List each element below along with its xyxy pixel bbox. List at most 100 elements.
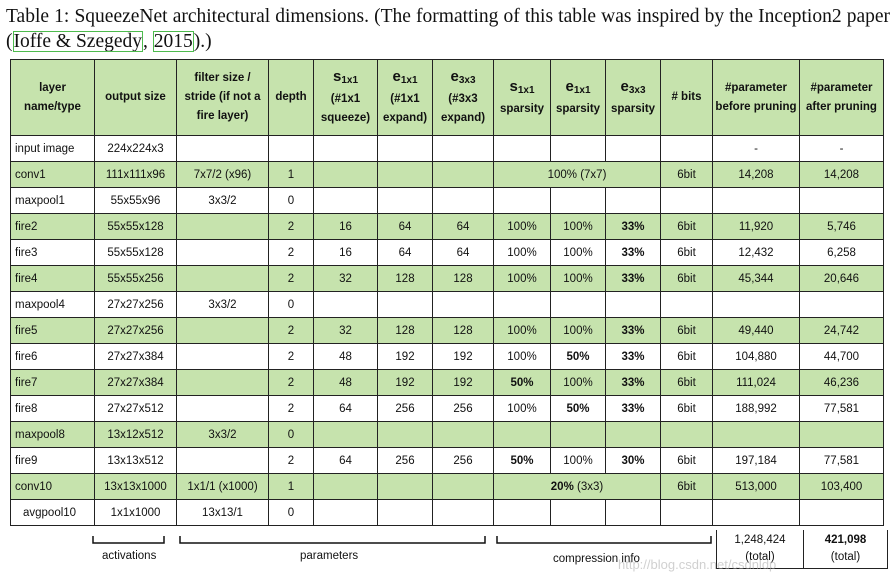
- cell-s1x1: [313, 187, 378, 214]
- table-row: input image 224x224x3 - -: [10, 135, 884, 162]
- activations-bracket: [92, 536, 165, 544]
- cell-output: 27x27x256: [94, 317, 177, 344]
- s1x1-sp-note: sparsity: [499, 102, 545, 115]
- cell-s1x1: 48: [313, 343, 378, 370]
- cell-depth: 2: [268, 369, 314, 396]
- cell-output: 55x55x96: [94, 187, 177, 214]
- cell-e1x1: 256: [377, 395, 433, 422]
- cell-s-sparsity: [493, 421, 551, 448]
- cell-bits: 6bit: [660, 447, 713, 474]
- totals-row: 1,248,424 (total) 421,098 (total): [716, 530, 888, 569]
- cell-param-before: 197,184: [712, 447, 800, 474]
- caption-text: Table 1: SqueezeNet architectural dimens…: [6, 6, 890, 52]
- cell-e3x3: [432, 421, 494, 448]
- e3x3-sp-symbol: e: [620, 77, 629, 95]
- cell-e1x1: 192: [377, 343, 433, 370]
- cell-s1x1: 32: [313, 265, 378, 292]
- cell-filter: [176, 135, 269, 162]
- cell-layer: conv10: [10, 473, 95, 500]
- cell-s1x1: [313, 291, 378, 318]
- cell-s-sparsity: 100%: [493, 343, 551, 370]
- header-param-after: #parameter after pruning: [799, 59, 884, 136]
- cell-e3x3: [432, 473, 494, 500]
- e3x3-subscript: 3x3: [458, 75, 476, 86]
- table-row: fire2 55x55x128 2 16 64 64 100% 100% 33%…: [10, 213, 884, 240]
- cell-layer: maxpool8: [10, 421, 95, 448]
- cell-param-before: [712, 187, 800, 214]
- cell-depth: 0: [268, 291, 314, 318]
- cell-e3x3: [432, 291, 494, 318]
- cell-e3-sparsity: 30%: [605, 447, 661, 474]
- cell-e1x1: [377, 473, 433, 500]
- cell-layer: fire7: [10, 369, 95, 396]
- cell-e1x1: [377, 161, 433, 188]
- cell-e3x3: [432, 135, 494, 162]
- cell-filter: [176, 265, 269, 292]
- cell-param-before: 513,000: [712, 473, 800, 500]
- cell-layer: maxpool4: [10, 291, 95, 318]
- cell-sparsity-span: 20% (3x3): [493, 473, 661, 500]
- cell-s-sparsity: [493, 187, 551, 214]
- citation-year-link[interactable]: 2015: [152, 31, 194, 52]
- cell-e1x1: [377, 291, 433, 318]
- s1x1-note: (#1x1 squeeze): [320, 93, 371, 124]
- s1x1-sp-symbol: s: [509, 77, 518, 95]
- cell-e3-sparsity: [605, 291, 661, 318]
- header-e3x3-sparsity: e3x3 sparsity: [605, 59, 661, 136]
- cell-filter: 3x3/2: [176, 187, 269, 214]
- cell-depth: 2: [268, 213, 314, 240]
- cell-e3x3: 64: [432, 213, 494, 240]
- cell-e1-sparsity: 100%: [550, 317, 606, 344]
- cell-bits: [660, 499, 713, 526]
- cell-output: 27x27x512: [94, 395, 177, 422]
- cell-e1x1: 128: [377, 317, 433, 344]
- header-bits: # bits: [660, 59, 713, 136]
- cell-output: 27x27x384: [94, 343, 177, 370]
- cell-e3x3: 256: [432, 395, 494, 422]
- cell-layer: fire5: [10, 317, 95, 344]
- e1x1-sp-subscript: 1x1: [573, 84, 591, 96]
- table-row: fire5 27x27x256 2 32 128 128 100% 100% 3…: [10, 317, 884, 344]
- cell-s1x1: 16: [313, 213, 378, 240]
- cell-layer: fire4: [10, 265, 95, 292]
- compression-label: compression info: [553, 553, 640, 565]
- table-row: fire9 13x13x512 2 64 256 256 50% 100% 30…: [10, 447, 884, 474]
- cell-sparsity-span: 100% (7x7): [493, 161, 661, 188]
- parameters-label: parameters: [300, 550, 359, 562]
- sparsity-span-rest: (3x3): [573, 480, 604, 493]
- cell-s1x1: 16: [313, 239, 378, 266]
- cell-e3x3: 64: [432, 239, 494, 266]
- cell-depth: 2: [268, 265, 314, 292]
- cell-param-after: 24,742: [799, 317, 884, 344]
- cell-layer: fire2: [10, 213, 95, 240]
- header-depth: depth: [268, 59, 314, 136]
- table-row: fire8 27x27x512 2 64 256 256 100% 50% 33…: [10, 395, 884, 422]
- cell-param-after: 20,646: [799, 265, 884, 292]
- cell-param-before: [712, 421, 800, 448]
- cell-e3x3: [432, 499, 494, 526]
- cell-filter: 1x1/1 (x1000): [176, 473, 269, 500]
- cell-e3-sparsity: 33%: [605, 213, 661, 240]
- cell-e1-sparsity: 100%: [550, 265, 606, 292]
- cell-s1x1: [313, 161, 378, 188]
- header-row: layer name/type output size filter size …: [10, 59, 884, 136]
- cell-s1x1: 48: [313, 369, 378, 396]
- cell-e1x1: [377, 499, 433, 526]
- e1x1-subscript: 1x1: [400, 75, 418, 86]
- cell-depth: 0: [268, 421, 314, 448]
- e3x3-sp-subscript: 3x3: [628, 84, 646, 96]
- cell-s-sparsity: 100%: [493, 395, 551, 422]
- cell-e1x1: [377, 421, 433, 448]
- totals-table: 1,248,424 (total) 421,098 (total): [716, 530, 888, 569]
- cell-layer: conv1: [10, 161, 95, 188]
- citation-link[interactable]: Ioffe & Szegedy: [12, 31, 144, 52]
- cell-s-sparsity: [493, 291, 551, 318]
- cell-s-sparsity: 100%: [493, 213, 551, 240]
- cell-depth: 2: [268, 343, 314, 370]
- cell-s-sparsity: 100%: [493, 317, 551, 344]
- activations-label: activations: [102, 550, 157, 562]
- header-s1x1: s1x1 (#1x1 squeeze): [313, 59, 378, 136]
- table-caption: Table 1: SqueezeNet architectural dimens…: [6, 4, 890, 54]
- cell-output: 13x13x512: [94, 447, 177, 474]
- cell-depth: 2: [268, 447, 314, 474]
